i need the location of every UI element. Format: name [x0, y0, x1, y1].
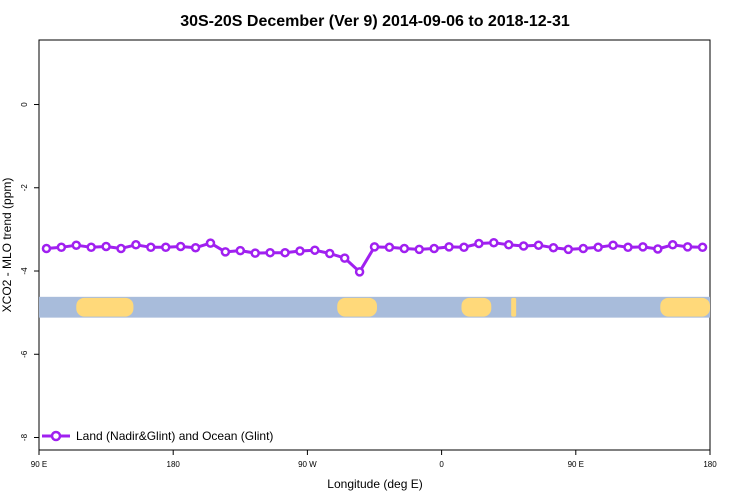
x-axis-label: Longitude (deg E)	[327, 477, 422, 491]
land-patch	[337, 297, 377, 317]
x-tick-label: 90 E	[31, 460, 47, 469]
y-tick-label: -2	[20, 184, 29, 192]
data-point	[101, 241, 111, 252]
land-patch	[76, 297, 134, 317]
land-patch	[461, 297, 492, 317]
data-point	[578, 243, 589, 254]
data-point	[71, 240, 82, 250]
data-point	[265, 247, 275, 258]
data-point	[250, 248, 260, 258]
legend: Land (Nadir&Glint) and Ocean (Glint)	[42, 429, 273, 443]
data-point	[205, 238, 216, 248]
plot-frame	[38, 39, 711, 451]
data-point	[682, 242, 693, 252]
data-point	[325, 248, 335, 259]
data-point	[384, 242, 395, 253]
data-point	[41, 243, 52, 254]
x-tick-label: 90 W	[298, 460, 317, 469]
data-point	[623, 242, 633, 253]
land-patch	[660, 297, 710, 317]
land-patch	[511, 297, 517, 317]
data-point	[638, 242, 648, 252]
x-tick-label: 180	[703, 460, 717, 469]
legend-label: Land (Nadir&Glint) and Ocean (Glint)	[76, 429, 273, 443]
data-point	[116, 243, 126, 254]
data-point	[503, 240, 514, 250]
x-tick-label: 0	[439, 460, 444, 469]
data-point	[653, 244, 663, 254]
y-axis: 0 -2 -4 -6 -8	[20, 102, 39, 441]
data-point	[429, 243, 439, 254]
data-point	[533, 240, 544, 250]
data-point	[354, 267, 365, 277]
data-point	[280, 247, 290, 258]
data-point	[220, 247, 231, 257]
legend-marker	[50, 430, 62, 442]
data-point	[190, 242, 201, 253]
data-point	[548, 242, 559, 253]
data-point	[489, 237, 499, 248]
data-point	[697, 242, 708, 253]
data-point	[310, 245, 320, 255]
chart-title: 30S-20S December (Ver 9) 2014-09-06 to 2…	[180, 13, 570, 30]
y-tick-label: -8	[20, 433, 29, 441]
data-point	[56, 242, 67, 253]
x-axis: 90 E 180 90 W 0 90 E 180	[31, 450, 717, 469]
land-ocean-strip	[39, 296, 710, 318]
data-point	[444, 242, 454, 252]
data-point	[131, 240, 141, 250]
data-point	[160, 242, 171, 253]
data-point	[593, 242, 603, 253]
data-point	[563, 244, 574, 255]
data-point	[235, 245, 246, 256]
data-point	[146, 242, 156, 253]
data-point	[175, 241, 186, 252]
data-point	[399, 243, 410, 254]
data-point	[414, 244, 424, 255]
data-point	[474, 238, 484, 249]
data-point	[86, 242, 96, 253]
y-tick-label: -4	[20, 267, 29, 275]
y-tick-label: 0	[20, 102, 29, 107]
x-tick-label: 90 E	[568, 460, 584, 469]
data-point	[369, 242, 380, 252]
series-layer	[41, 237, 708, 277]
x-tick-label: 180	[167, 460, 181, 469]
y-axis-label: XCO2 - MLO trend (ppm)	[0, 178, 14, 313]
data-point	[459, 242, 469, 253]
data-point	[295, 246, 305, 256]
y-tick-label: -6	[20, 350, 29, 358]
data-point	[339, 253, 350, 263]
data-point	[518, 241, 529, 251]
data-point	[608, 240, 618, 250]
data-point	[667, 240, 678, 250]
